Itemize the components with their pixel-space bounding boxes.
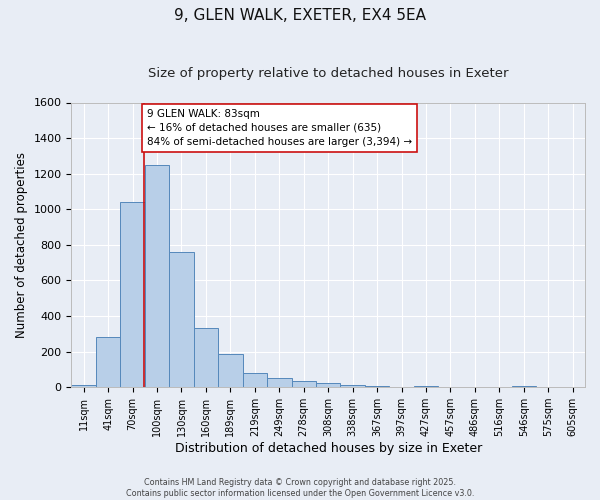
- Text: 9, GLEN WALK, EXETER, EX4 5EA: 9, GLEN WALK, EXETER, EX4 5EA: [174, 8, 426, 22]
- Bar: [414, 386, 438, 387]
- Bar: [169, 252, 194, 387]
- Bar: [145, 165, 169, 387]
- Bar: [267, 378, 292, 387]
- Bar: [365, 386, 389, 387]
- Text: Contains HM Land Registry data © Crown copyright and database right 2025.
Contai: Contains HM Land Registry data © Crown c…: [126, 478, 474, 498]
- Y-axis label: Number of detached properties: Number of detached properties: [15, 152, 28, 338]
- Bar: [121, 202, 145, 387]
- Bar: [242, 373, 267, 387]
- Bar: [71, 386, 96, 387]
- Bar: [512, 386, 536, 387]
- Bar: [316, 383, 340, 387]
- Bar: [218, 354, 242, 387]
- X-axis label: Distribution of detached houses by size in Exeter: Distribution of detached houses by size …: [175, 442, 482, 455]
- Bar: [340, 386, 365, 387]
- Bar: [96, 338, 121, 387]
- Title: Size of property relative to detached houses in Exeter: Size of property relative to detached ho…: [148, 68, 508, 80]
- Bar: [292, 380, 316, 387]
- Bar: [194, 328, 218, 387]
- Text: 9 GLEN WALK: 83sqm
← 16% of detached houses are smaller (635)
84% of semi-detach: 9 GLEN WALK: 83sqm ← 16% of detached hou…: [147, 108, 412, 146]
